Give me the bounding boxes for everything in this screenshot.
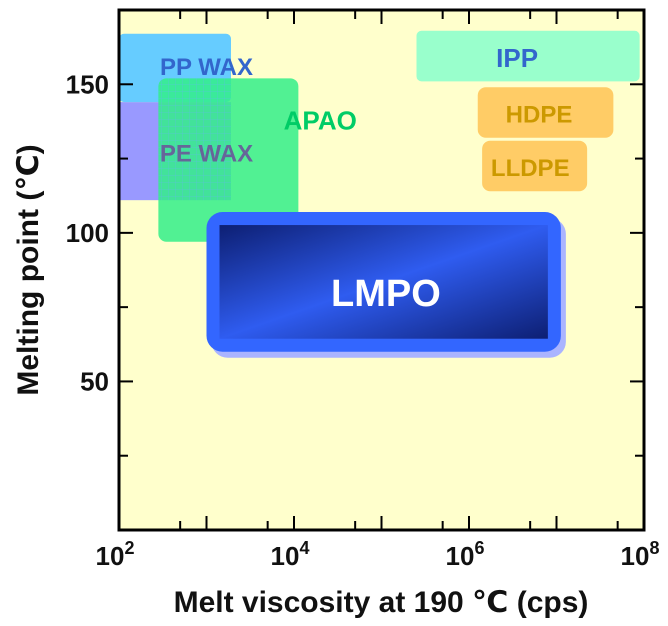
- x-tick-label: 106: [446, 538, 485, 571]
- y-tick-label: 50: [80, 366, 109, 396]
- x-tick-label: 102: [96, 538, 135, 571]
- region-label-hdpe: HDPE: [506, 102, 573, 129]
- region-lmpo-inner: [219, 225, 548, 339]
- region-ipp: [416, 30, 640, 82]
- y-axis-label: Melting point (℃): [12, 144, 45, 395]
- region-label-pp-wax: PP WAX: [160, 54, 253, 81]
- y-tick-label: 150: [66, 69, 109, 99]
- region-label-pe-wax: PE WAX: [160, 140, 253, 167]
- region-label-lldpe: LLDPE: [491, 155, 570, 182]
- x-axis-label: Melt viscosity at 190 ℃ (cps): [174, 586, 589, 619]
- region-label-ipp: IPP: [496, 43, 538, 73]
- overlap-hatch: [158, 78, 231, 201]
- region-hdpe: [477, 87, 614, 138]
- region-label-apao: APAO: [284, 105, 357, 135]
- x-tick-label: 108: [621, 538, 660, 571]
- plot-frame: [117, 8, 646, 532]
- y-tick-label: 100: [66, 218, 109, 248]
- region-lldpe: [482, 140, 588, 192]
- x-tick-label: 104: [271, 538, 310, 571]
- region-label-lmpo: LMPO: [331, 273, 441, 315]
